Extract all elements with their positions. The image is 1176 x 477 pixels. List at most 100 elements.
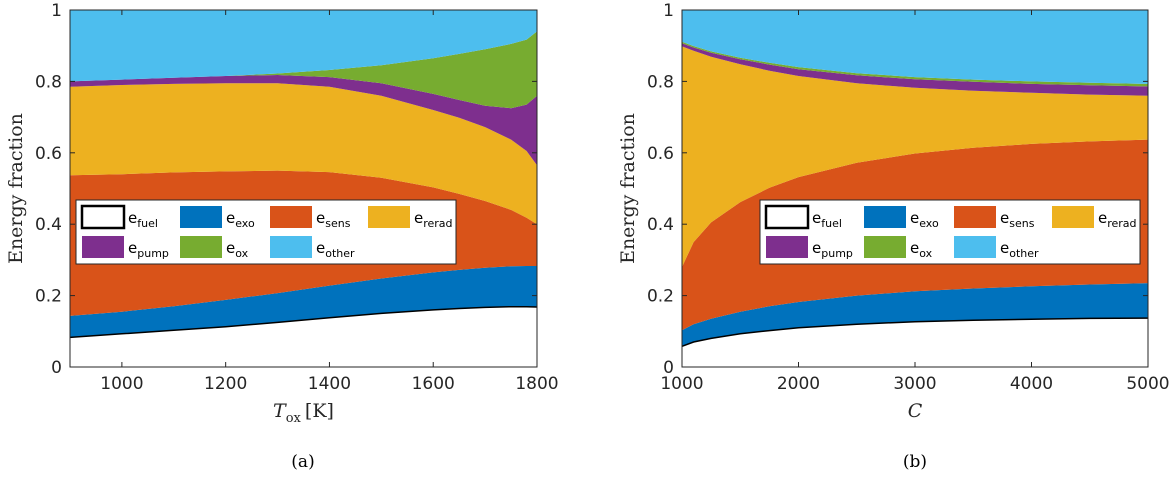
legend-swatch-pump [766, 236, 808, 258]
legend-label-exo: eexo [226, 209, 255, 230]
panel-caption: (a) [291, 452, 314, 472]
legend-entry-pump: epump [766, 236, 853, 260]
legend-entry-fuel: efuel [80, 204, 158, 230]
x-axis-label-main: C [908, 400, 923, 422]
legend-label-main: e [910, 209, 919, 227]
y-tick-label: 0 [663, 358, 674, 378]
x-tick-label: 5000 [1126, 374, 1169, 394]
legend-swatch-other [270, 236, 312, 258]
y-tick-label: 0.2 [35, 287, 62, 307]
area-rerad [682, 46, 1148, 268]
legend-label-sub: other [1009, 247, 1039, 260]
legend-entry-fuel: efuel [764, 204, 842, 230]
area-pump [70, 75, 537, 166]
legend-label-other: eother [1000, 239, 1039, 260]
legend-label-sub: sens [325, 217, 350, 230]
legend-label-exo: eexo [910, 209, 939, 230]
legend-label-ox: eox [226, 239, 249, 260]
legend-label-sub: pump [821, 247, 853, 260]
y-tick-label: 0.6 [647, 144, 674, 164]
legend-entry-rerad: ererad [1052, 206, 1137, 230]
legend-label-sub: rerad [1107, 217, 1136, 230]
legend-entry-ox: eox [180, 236, 249, 260]
legend-label-sub: ox [919, 247, 932, 260]
legend-label-sub: fuel [137, 217, 158, 230]
area-ox [682, 41, 1148, 87]
x-tick-label: 1000 [660, 374, 703, 394]
panel-caption: (b) [903, 452, 927, 472]
legend-label-pump: epump [128, 239, 169, 260]
legend-label-fuel: efuel [812, 209, 842, 230]
y-tick-label: 0.2 [647, 287, 674, 307]
x-tick-label: 3000 [893, 374, 936, 394]
legend-label-sub: ox [235, 247, 248, 260]
y-tick-label: 1 [51, 1, 62, 21]
area-exo [682, 283, 1148, 347]
legend-entry-other: eother [270, 236, 355, 260]
legend-swatch-rerad [368, 206, 410, 228]
legend-swatch-pump [82, 236, 124, 258]
axes-box [69, 9, 538, 368]
legend-label-sub: fuel [821, 217, 842, 230]
x-axis-label-main: T [273, 400, 287, 422]
legend-entry-ox: eox [864, 236, 933, 260]
legend-swatch-exo [864, 206, 906, 228]
x-axis-label: Tox [K] [273, 400, 334, 426]
y-tick-label: 0.6 [35, 144, 62, 164]
legend-label-main: e [910, 239, 919, 257]
legend-swatch-sens [954, 206, 996, 228]
area-other [682, 10, 1148, 84]
legend-label-sens: esens [1000, 209, 1035, 230]
x-tick-label: 1800 [515, 374, 558, 394]
legend-label-main: e [414, 209, 423, 227]
legend-swatch-ox [864, 236, 906, 258]
legend-swatch-fuel [764, 204, 810, 230]
y-tick-label: 0 [51, 358, 62, 378]
legend-label-main: e [226, 239, 235, 257]
x-axis-label: C [908, 400, 923, 422]
y-tick-label: 0.4 [35, 215, 62, 235]
chart-panel-b: 1000 2000 3000 4000 5000 0 0.2 0.4 0.6 0.8 1 Energy… [617, 1, 1170, 472]
legend-label-main: e [1098, 209, 1107, 227]
legend-label-fuel: efuel [128, 209, 158, 230]
legend-entry-rerad: ererad [368, 206, 453, 230]
fuel-boundary-line [69, 305, 538, 339]
area-rerad [70, 83, 537, 225]
area-pump [682, 43, 1148, 96]
x-tick-label: 1400 [308, 374, 351, 394]
x-axis-label-unit: [K] [305, 400, 334, 422]
legend-swatch-rerad [1052, 206, 1094, 228]
x-tick-label: 1000 [100, 374, 143, 394]
legend-label-rerad: ererad [414, 209, 453, 230]
legend-label-main: e [226, 209, 235, 227]
legend-label-main: e [812, 239, 821, 257]
y-tick-label: 0.4 [647, 215, 674, 235]
legend-label-sub: exo [919, 217, 939, 230]
y-axis-label: Energy fraction [5, 113, 27, 264]
legend-swatch-ox [180, 236, 222, 258]
y-tick-label: 0.8 [647, 72, 674, 92]
legend-label-pump: epump [812, 239, 853, 260]
x-axis-label-sub: ox [286, 411, 302, 426]
legend-label-other: eother [316, 239, 355, 260]
legend-label-rerad: ererad [1098, 209, 1137, 230]
legend-label-main: e [1000, 239, 1009, 257]
legend-label-main: e [128, 239, 137, 257]
legend-label-ox: eox [910, 239, 933, 260]
legend-entry-sens: esens [954, 206, 1035, 230]
legend-label-sub: exo [235, 217, 255, 230]
legend-entry-exo: eexo [180, 206, 255, 230]
legend-swatch-other [954, 236, 996, 258]
x-tick-label: 1200 [204, 374, 247, 394]
fuel-boundary-line [681, 317, 1149, 348]
legend-entry-other: eother [954, 236, 1039, 260]
area-exo [70, 266, 537, 338]
area-other [70, 10, 537, 82]
y-tick-label: 1 [663, 1, 674, 21]
legend-label-main: e [812, 209, 821, 227]
legend-swatch-fuel [80, 204, 126, 230]
legend-swatch-sens [270, 206, 312, 228]
